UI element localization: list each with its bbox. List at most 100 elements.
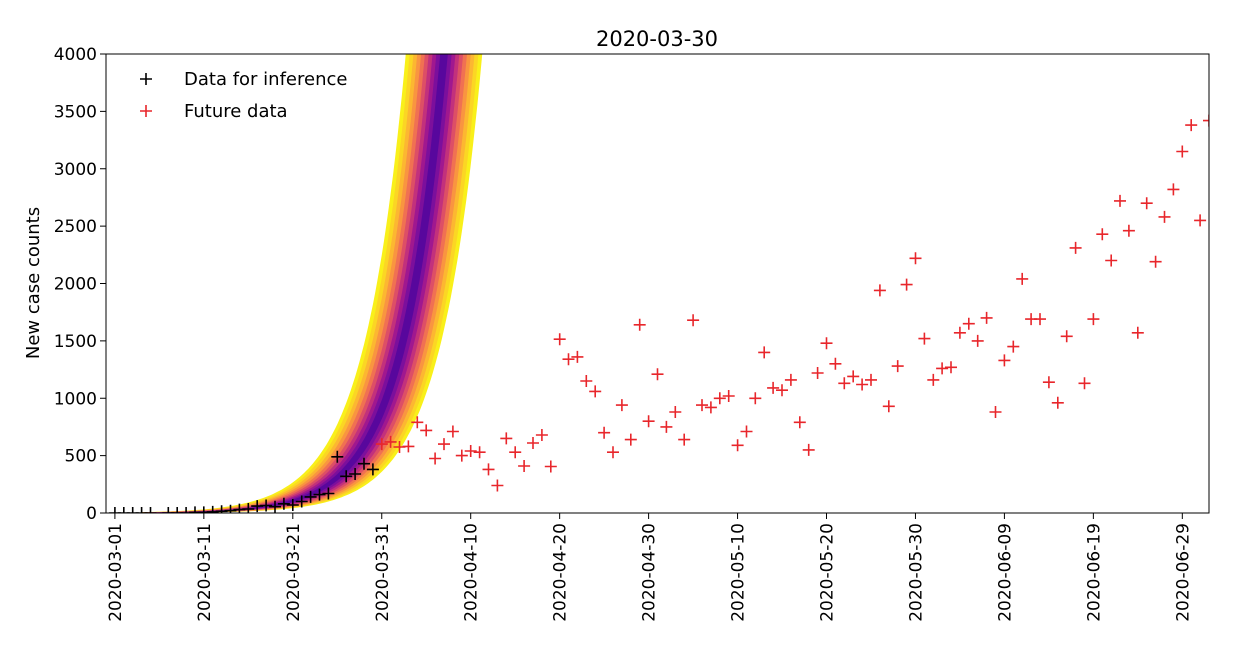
future-point [598, 426, 611, 439]
x-tick-label: 2020-04-10 [462, 523, 482, 622]
y-axis-label: New case counts [23, 207, 44, 359]
future-point [446, 425, 459, 438]
future-point [936, 362, 949, 375]
inference-point [117, 507, 130, 513]
x-tick-label: 2020-03-21 [284, 523, 304, 622]
x-tick-label: 2020-05-20 [818, 523, 838, 622]
future-point [1078, 377, 1091, 390]
future-point [820, 337, 833, 350]
data-markers [108, 114, 1209, 513]
future-point [989, 406, 1002, 418]
future-point [562, 353, 575, 366]
prediction-fan [141, 54, 483, 513]
inference-point [269, 500, 281, 513]
x-tick-label: 2020-03-01 [106, 523, 126, 622]
future-point [464, 445, 477, 457]
future-point [660, 420, 673, 433]
inference-point [277, 497, 290, 510]
future-point [1158, 210, 1171, 223]
future-point [945, 361, 957, 374]
legend-label: Data for inference [184, 69, 347, 90]
future-point [607, 446, 619, 459]
inference-point [242, 503, 255, 513]
inference-point [144, 507, 157, 513]
future-point [980, 311, 993, 324]
inference-point [313, 488, 326, 501]
future-point [1176, 145, 1189, 158]
y-tick-label: 3000 [54, 160, 97, 180]
future-point [758, 346, 771, 359]
future-point [642, 415, 655, 428]
future-point [473, 446, 486, 459]
inference-point [126, 507, 139, 513]
y-tick-label: 4000 [54, 45, 97, 65]
future-point [1122, 224, 1135, 237]
legend: Data for inference Future data [140, 69, 347, 122]
x-tick-label: 2020-04-30 [640, 523, 660, 622]
future-point [731, 439, 744, 452]
future-point [375, 438, 388, 451]
legend-marker [140, 105, 152, 117]
future-point [1042, 376, 1055, 389]
x-tick-label: 2020-03-11 [195, 523, 215, 622]
future-point [544, 460, 557, 473]
future-point [482, 463, 495, 476]
future-point [811, 367, 824, 379]
future-point [1105, 254, 1118, 267]
inference-point [340, 470, 353, 483]
inference-point [331, 450, 344, 463]
y-tick-label: 1500 [54, 332, 97, 352]
future-point [713, 392, 726, 405]
future-point [455, 449, 468, 462]
future-point [411, 416, 424, 429]
inference-point [322, 487, 335, 500]
future-point [882, 400, 895, 413]
future-point [784, 373, 797, 386]
future-point [1087, 313, 1100, 326]
future-point [1069, 241, 1082, 254]
future-point [535, 429, 548, 441]
legend-label: Future data [184, 101, 288, 122]
y-tick-label: 500 [65, 447, 97, 467]
x-tick-label: 2020-04-20 [551, 523, 571, 622]
future-point [740, 425, 753, 438]
future-point [1007, 340, 1020, 353]
future-point [856, 378, 869, 391]
y-tick-label: 3500 [54, 102, 97, 122]
future-point [518, 460, 531, 472]
x-tick-label: 2020-05-30 [907, 523, 927, 622]
future-point [1051, 396, 1064, 409]
future-point [873, 284, 886, 297]
future-point [1060, 330, 1073, 343]
chart-title: 2020-03-30 [596, 27, 718, 51]
future-point [927, 373, 940, 386]
legend-marker [140, 73, 152, 85]
future-point [491, 479, 504, 492]
future-point [953, 326, 966, 339]
future-point [793, 416, 806, 429]
future-point [633, 318, 646, 331]
future-point [749, 392, 762, 405]
y-axis: 0 500 1000 1500 2000 2500 3000 3500 4000 [54, 45, 106, 524]
x-tick-label: 2020-05-10 [729, 523, 749, 622]
future-point [500, 432, 513, 445]
inference-point [295, 495, 308, 508]
future-point [1140, 197, 1153, 210]
future-point [847, 370, 860, 383]
fan-band-7 [141, 54, 456, 513]
future-point [402, 440, 415, 453]
y-tick-label: 2000 [54, 275, 97, 295]
future-point [438, 438, 450, 451]
future-point [918, 332, 931, 345]
plot-frame [105, 53, 1210, 514]
future-point [589, 385, 602, 398]
inference-point [162, 507, 175, 513]
future-point [624, 433, 637, 446]
future-point [429, 452, 442, 465]
x-tick-label: 2020-06-29 [1173, 523, 1193, 622]
inference-point [304, 490, 317, 503]
future-point [891, 360, 904, 373]
x-axis: 2020-03-01 2020-03-11 2020-03-21 2020-03-31… [106, 513, 1193, 622]
inference-point [358, 457, 370, 470]
future-point [1185, 119, 1198, 132]
